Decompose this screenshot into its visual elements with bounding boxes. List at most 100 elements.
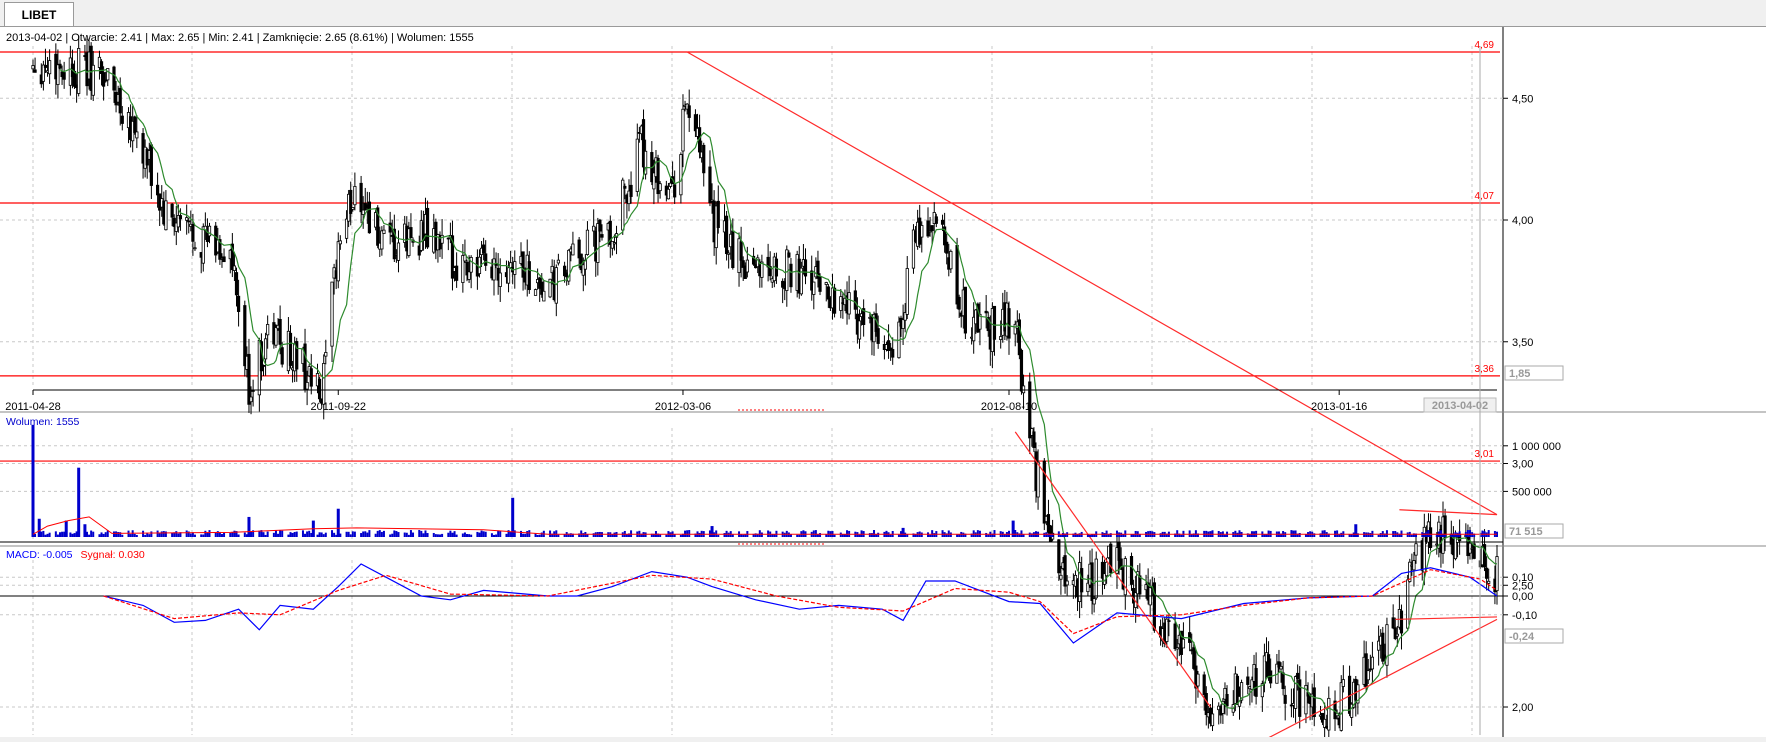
candle-body [266, 324, 270, 336]
macd-title: MACD: -0.005 Sygnał: 0.030 [6, 549, 145, 561]
volume-bar [567, 533, 570, 537]
macd-current-value: -0,24 [1509, 631, 1535, 643]
volume-bar [1176, 530, 1179, 537]
volume-bar [1456, 532, 1459, 537]
volume-spike-bar [901, 527, 905, 537]
volume-bar [208, 530, 211, 537]
volume-bar [395, 531, 398, 537]
volume-bar [281, 530, 284, 537]
volume-bar [127, 530, 130, 537]
volume-bar [119, 532, 122, 537]
candle-body [1119, 558, 1123, 570]
candle-body [724, 215, 729, 255]
volume-bar [200, 534, 203, 537]
volume-bar [293, 531, 296, 537]
volume-bar [316, 534, 319, 537]
volume-bar [121, 534, 124, 537]
candle-body [1239, 682, 1244, 701]
volume-bar [630, 530, 633, 537]
candle-body [1395, 633, 1399, 637]
volume-bar [796, 534, 799, 537]
candle-body [862, 308, 866, 325]
candle-body [91, 64, 95, 96]
candle-body [652, 172, 656, 190]
candle-body [853, 290, 857, 310]
volume-bar [752, 533, 755, 537]
volume-spike-bar [1354, 524, 1358, 537]
volume-bar [304, 533, 307, 537]
volume-bar [723, 533, 726, 537]
volume-bar [947, 530, 950, 537]
volume-bar [455, 534, 458, 537]
volume-bar [1014, 530, 1017, 537]
candle-body [1298, 679, 1302, 717]
price-tick-label: 3,50 [1512, 337, 1533, 349]
volume-bar [1296, 533, 1299, 537]
candle-body [353, 186, 357, 206]
volume-bar [1120, 532, 1123, 537]
tab-libet[interactable]: LIBET [4, 2, 74, 26]
volume-bar [1304, 534, 1307, 537]
volume-bar [569, 533, 572, 537]
candle-body [600, 234, 604, 238]
signal-line [103, 569, 1498, 635]
stock-chart[interactable]: 2013-04-02 | Otwarcie: 2.41 | Max: 2.65 … [0, 27, 1766, 742]
candle-body [336, 241, 340, 282]
candle-body [222, 256, 226, 263]
volume-bar [382, 530, 385, 537]
candle-body [928, 230, 932, 233]
volume-bar [112, 531, 115, 537]
candle-body [596, 223, 600, 263]
volume-bar [1138, 533, 1141, 537]
volume-bar [364, 531, 367, 537]
volume-bar [1336, 530, 1339, 537]
volume-bar [858, 534, 861, 537]
volume-bar [115, 531, 118, 537]
volume-bar [378, 530, 381, 537]
volume-bar [1074, 532, 1077, 537]
candle-body [745, 259, 749, 273]
candle-body [992, 305, 997, 340]
volume-bar [889, 534, 892, 537]
volume-bar [1130, 534, 1133, 537]
volume-bar [825, 534, 828, 537]
volume-bar [243, 532, 246, 537]
volume-bar [904, 532, 907, 537]
volume-bar [58, 532, 61, 537]
volume-bar [708, 530, 711, 537]
volume-bar [1444, 534, 1447, 537]
candle-body [1339, 682, 1343, 731]
volume-bar [432, 532, 435, 537]
volume-bar [117, 532, 120, 537]
volume-bar [322, 534, 325, 537]
price-info-title: 2013-04-02 | Otwarcie: 2.41 | Max: 2.65 … [6, 32, 474, 44]
volume-bar [802, 530, 805, 537]
moving-average-line [59, 68, 1498, 716]
volume-bar [495, 534, 498, 537]
volume-bar [480, 530, 483, 537]
volume-spike-bar [710, 526, 714, 537]
candle-body [986, 317, 990, 332]
volume-bar [360, 533, 363, 537]
volume-bar [1423, 533, 1426, 537]
volume-bar [727, 532, 730, 537]
macd-legend: MACD: -0.005 [6, 549, 73, 561]
candle-body [338, 240, 342, 245]
volume-bar [1043, 532, 1046, 537]
volume-bar [555, 530, 558, 537]
trend-line [1399, 509, 1498, 516]
volume-bar [1211, 530, 1214, 537]
volume-bar [507, 530, 510, 537]
candle-body [810, 270, 814, 291]
volume-bar [972, 530, 975, 537]
volume-bar [1313, 533, 1316, 537]
volume-bar [756, 533, 759, 537]
volume-bar [1192, 533, 1195, 537]
candle-body [72, 70, 77, 87]
volume-bar [906, 534, 909, 537]
candle-body [687, 105, 691, 118]
candle-body [818, 276, 822, 292]
volume-bar [754, 533, 757, 537]
volume-bar [1190, 533, 1193, 537]
candle-body [789, 263, 793, 288]
